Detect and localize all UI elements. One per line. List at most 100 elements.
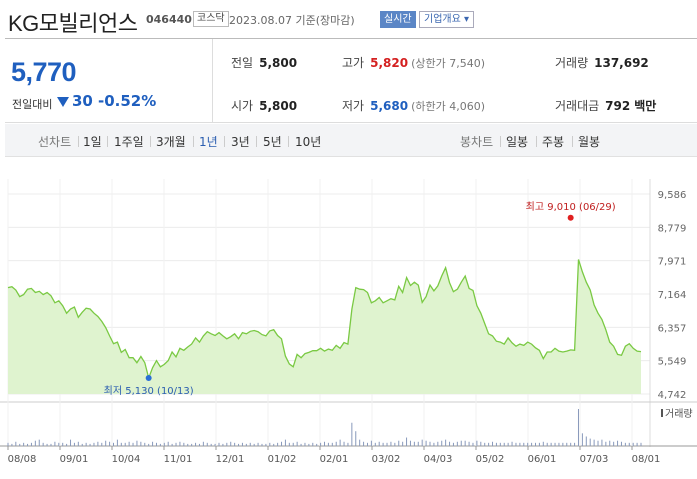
volume-bar bbox=[50, 443, 52, 446]
volume-bar bbox=[562, 442, 564, 446]
volume-bar bbox=[30, 442, 32, 446]
volume-bar bbox=[538, 442, 540, 446]
volume-bar bbox=[234, 442, 236, 446]
y-tick-label: 8,779 bbox=[658, 223, 687, 234]
y-tick-label: 7,164 bbox=[658, 290, 687, 301]
x-tick-label: 10/04 bbox=[112, 454, 141, 465]
volume-bar bbox=[77, 441, 79, 446]
volume-bar bbox=[312, 442, 314, 446]
volume-bar bbox=[113, 442, 114, 446]
volume-bar bbox=[636, 442, 638, 446]
price-line bbox=[7, 259, 642, 381]
volume-bar bbox=[620, 441, 622, 446]
tab-monthly[interactable]: 월봉 bbox=[578, 135, 601, 149]
volume-bar bbox=[245, 443, 247, 446]
volume-bar bbox=[593, 439, 595, 446]
volume-bar bbox=[515, 442, 517, 446]
volume-bar bbox=[507, 442, 509, 446]
volume-bar bbox=[109, 441, 111, 446]
tab-weekly[interactable]: 주봉 bbox=[542, 135, 565, 149]
volume-bar bbox=[120, 442, 122, 446]
divider bbox=[107, 136, 108, 147]
volume-bar bbox=[183, 442, 185, 446]
tab-3m[interactable]: 3개월 bbox=[156, 135, 186, 149]
volume-bar bbox=[179, 441, 181, 446]
price-summary: 5,770 전일대비 30 -0.52% 전일 5,800 시가 5,800 고가 5… bbox=[5, 38, 697, 123]
volume-bar bbox=[351, 422, 353, 446]
divider bbox=[500, 136, 501, 147]
volume-bar bbox=[19, 443, 21, 446]
volume-bar bbox=[343, 441, 345, 446]
volume-bar bbox=[249, 442, 251, 446]
stat-unit: 백만 bbox=[634, 99, 657, 113]
volume-bar bbox=[523, 442, 525, 446]
volume-bar bbox=[566, 442, 568, 446]
volume-bar bbox=[480, 441, 482, 446]
tab-10y[interactable]: 10년 bbox=[295, 135, 322, 149]
volume-bar bbox=[163, 442, 165, 446]
volume-bar bbox=[335, 441, 337, 446]
y-tick-label: 9,586 bbox=[658, 190, 687, 201]
divider bbox=[193, 136, 194, 147]
y-tick-label: 4,742 bbox=[658, 390, 687, 401]
volume-bar bbox=[370, 440, 372, 446]
volume-bar bbox=[191, 443, 193, 446]
volume-bar bbox=[281, 441, 283, 446]
x-tick-label: 02/01 bbox=[320, 454, 349, 465]
volume-bar bbox=[132, 442, 134, 446]
high-label: 최고 9,010 (06/29) bbox=[526, 201, 616, 213]
volume-bar bbox=[378, 441, 380, 446]
volume-bar bbox=[101, 442, 103, 446]
stat-high: 고가 5,820 (상한가 7,540) bbox=[342, 54, 485, 71]
down-triangle-icon bbox=[57, 97, 69, 107]
volume-bar bbox=[640, 442, 642, 446]
volume-bar bbox=[452, 442, 454, 446]
volume-bar bbox=[413, 441, 415, 446]
tab-3y[interactable]: 3년 bbox=[231, 135, 250, 149]
company-overview-dropdown[interactable]: 기업개요 ▾ bbox=[419, 11, 474, 28]
tab-daily[interactable]: 일봉 bbox=[506, 135, 529, 149]
volume-bar bbox=[577, 409, 579, 446]
tab-5y[interactable]: 5년 bbox=[263, 135, 282, 149]
volume-bar bbox=[597, 440, 599, 446]
volume-bar bbox=[347, 442, 349, 446]
volume-bar bbox=[27, 443, 29, 446]
line-chart-label: 선차트 bbox=[38, 135, 72, 149]
x-tick-label: 03/02 bbox=[372, 454, 401, 465]
candle-chart-label: 봉차트 bbox=[460, 135, 494, 149]
stat-value: 792 bbox=[605, 99, 631, 113]
stat-value: 5,680 bbox=[370, 99, 409, 113]
market-badge: 코스닥 bbox=[193, 11, 229, 27]
volume-bar bbox=[632, 442, 634, 446]
volume-bar bbox=[437, 441, 439, 446]
tab-1y[interactable]: 1년 bbox=[199, 135, 218, 149]
tab-1d[interactable]: 1일 bbox=[83, 135, 102, 149]
volume-bar bbox=[7, 442, 9, 446]
stock-name: KG모빌리언스 bbox=[8, 11, 138, 36]
volume-bar bbox=[97, 441, 99, 446]
volume-bar bbox=[425, 440, 427, 446]
volume-bar bbox=[89, 443, 91, 446]
realtime-button[interactable]: 실시간 bbox=[380, 11, 416, 28]
volume-bar bbox=[355, 431, 357, 446]
volume-bar bbox=[152, 441, 154, 446]
volume-bar bbox=[300, 443, 302, 446]
volume-bar bbox=[284, 439, 286, 446]
volume-bar bbox=[417, 441, 419, 446]
volume-bar bbox=[542, 441, 544, 446]
volume-bar bbox=[70, 439, 72, 446]
y-tick-label: 6,357 bbox=[658, 323, 687, 334]
tab-1w[interactable]: 1주일 bbox=[114, 135, 144, 149]
volume-bar bbox=[253, 443, 255, 446]
divider bbox=[256, 136, 257, 147]
stat-value: 5,800 bbox=[259, 99, 298, 113]
price-chart[interactable]: 9,586 8,779 7,971 7,164 6,357 5,549 4,742 거래량 … bbox=[0, 157, 697, 479]
stat-value: 5,800 bbox=[259, 56, 298, 70]
volume-bar bbox=[613, 441, 615, 446]
volume-bar bbox=[499, 442, 501, 446]
x-tick-label: 05/02 bbox=[476, 454, 505, 465]
high-marker bbox=[567, 214, 574, 221]
volume-bar bbox=[159, 443, 161, 446]
volume-bar bbox=[316, 443, 318, 446]
